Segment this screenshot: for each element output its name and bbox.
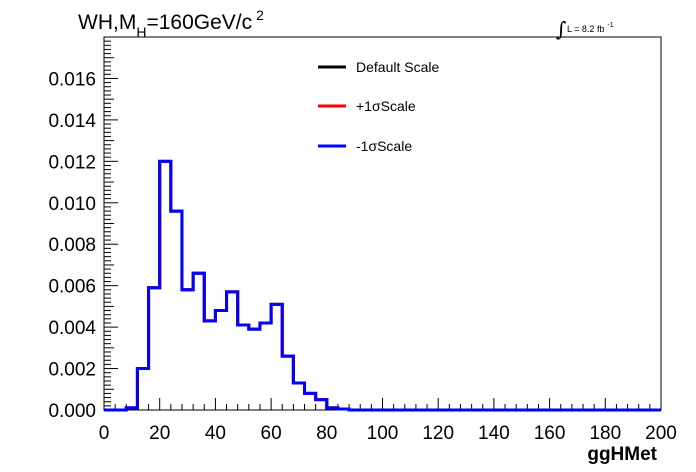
title-subscript: H [136,24,146,40]
y-tick-label: 0.014 [48,111,96,132]
y-tick-label: 0.002 [48,360,96,381]
legend-entry-label: Default Scale [356,59,439,75]
legend-entry-label: +1σScale [356,98,416,114]
integral-symbol: ∫ [556,17,566,41]
legend: Default Scale +1σScale -1σScale [318,59,439,154]
x-tick-label: 120 [422,423,454,444]
title-superscript: 2 [256,7,264,23]
x-tick-label: 40 [205,423,226,444]
series-line-0 [104,159,661,412]
x-tick-label: 20 [149,423,170,444]
series-line-1 [104,159,661,412]
x-tick-label: 80 [316,423,337,444]
x-axis-label: ggHMet [587,444,657,465]
y-tick-label: 0.006 [48,277,96,298]
y-tick-label: 0.016 [48,69,96,90]
x-tick-label: 180 [589,423,621,444]
x-tick-label: 0 [99,423,110,444]
y-tick-label: 0.012 [48,152,96,173]
chart-title: WH,MH=160GeV/c 2 [78,7,264,40]
luminosity-label: ∫ L = 8.2 fb -1 [556,17,614,41]
title-prefix: WH,M [78,11,136,34]
x-tick-label: 140 [478,423,510,444]
y-axis: 0.000 0.002 0.004 0.006 0.008 0.010 0.012 0.014… [48,40,118,422]
x-axis: 0 20 40 60 80 100 120 140 160 180 200 [99,398,677,444]
x-tick-label: 160 [534,423,566,444]
x-tick-label: 60 [261,423,282,444]
series-layer [104,159,661,412]
luminosity-text: L = 8.2 fb -1 [567,22,614,34]
legend-entry-label: -1σScale [356,138,412,154]
x-tick-label: 200 [645,423,677,444]
y-tick-label: 0.000 [48,401,96,422]
y-tick-label: 0.004 [48,318,96,339]
y-tick-label: 0.008 [48,235,96,256]
plot-frame [103,36,662,411]
x-tick-label: 100 [367,423,399,444]
y-tick-label: 0.010 [48,194,96,215]
series-line-2 [104,159,661,412]
title-middle: =160GeV/c [146,11,252,34]
